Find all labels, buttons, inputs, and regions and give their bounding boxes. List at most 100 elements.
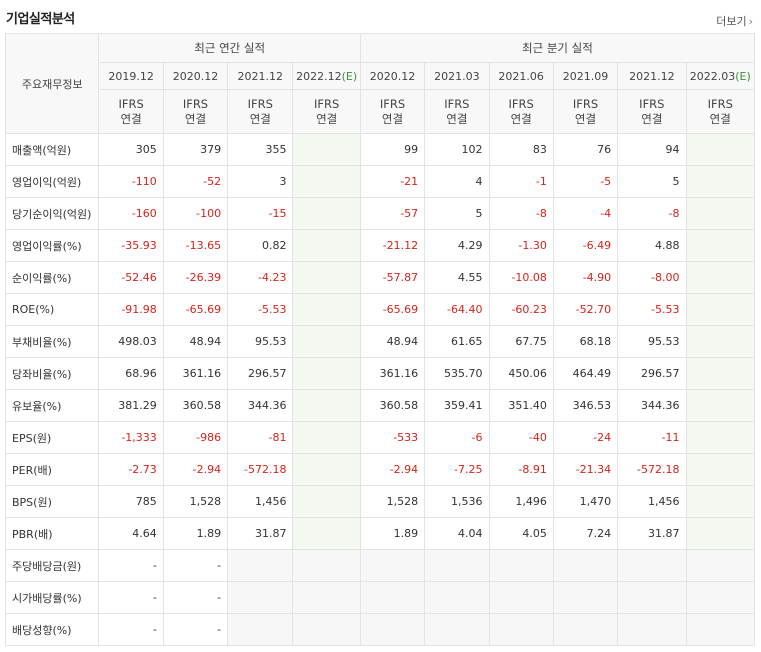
row-label: 배당성향(%)	[4, 613, 100, 646]
table-cell: -8	[488, 197, 554, 230]
table-cell	[292, 165, 361, 198]
row-label: PBR(배)	[4, 517, 100, 550]
table-cell: 5	[617, 165, 687, 198]
table-cell: -40	[488, 421, 554, 454]
consolidated-label: 연결	[446, 111, 468, 126]
ifrs-label: IFRS	[444, 96, 470, 111]
table-cell	[685, 389, 755, 422]
table-cell	[292, 261, 361, 294]
table-cell: -4.23	[227, 261, 294, 294]
ifrs-header: IFRS 연결	[359, 89, 426, 134]
ifrs-header-row: IFRS 연결 IFRS 연결 IFRS 연결 IFRS 연결 IFRS 연결 IFRS 연결 IFRS…	[6, 89, 755, 134]
table-cell	[292, 357, 361, 390]
table-cell: 1,528	[162, 485, 229, 518]
table-cell	[359, 581, 426, 614]
table-cell: -1.30	[488, 229, 554, 262]
table-cell: 360.58	[359, 389, 426, 422]
table-cell: -26.39	[162, 261, 229, 294]
table-cell: 355	[227, 133, 294, 166]
table-cell: -8.00	[617, 261, 687, 294]
row-label: EPS(원)	[4, 421, 100, 454]
table-cell: -13.65	[162, 229, 229, 262]
table-row: ROE(%) -91.98 -65.69 -5.53 -65.69 -64.40 -60.2…	[4, 293, 755, 326]
period-header: 2021.09	[552, 62, 619, 90]
table-body: 매출액(억원) 305 379 355 99 102 83 76 94 영업이익(억원) -110-…	[4, 133, 755, 646]
table-cell: 4.29	[424, 229, 490, 262]
table-cell: 1,496	[488, 485, 554, 518]
table-cell	[685, 421, 755, 454]
corner-label: 주요재무정보	[4, 33, 100, 134]
more-link[interactable]: 더보기 ›	[716, 13, 753, 29]
table-cell	[292, 485, 361, 518]
period-header: 2021.12	[227, 62, 294, 90]
row-label: 유보율(%)	[4, 389, 100, 422]
table-cell	[424, 581, 490, 614]
table-cell: -52.46	[98, 261, 164, 294]
period-label: 2021.12	[237, 69, 284, 83]
ifrs-label: IFRS	[508, 96, 534, 111]
table-row: EPS(원) -1,333 -986 -81 -533 -6 -40 -24 -11	[4, 421, 755, 454]
table-cell	[617, 549, 687, 582]
table-cell: -4	[552, 197, 619, 230]
table-cell: 68.18	[552, 325, 619, 358]
table-cell: 361.16	[162, 357, 229, 390]
chevron-right-icon: ›	[748, 14, 753, 28]
quarter-group-header: 최근 분기 실적	[359, 33, 756, 63]
table-cell	[292, 293, 361, 326]
period-header: 2020.12	[359, 62, 426, 90]
period-header-row: 2019.12 2020.12 2021.12 2022.12(E) 2020.12 20…	[6, 62, 755, 90]
table-cell: -572.18	[227, 453, 294, 486]
table-cell: -2.94	[162, 453, 229, 486]
estimate-mark: (E)	[341, 69, 358, 83]
table-cell: 95.53	[617, 325, 687, 358]
table-cell: -64.40	[424, 293, 490, 326]
table-cell: -110	[98, 165, 164, 198]
table-cell	[552, 549, 619, 582]
consolidated-label: 연결	[709, 111, 731, 126]
row-label: BPS(원)	[4, 485, 100, 518]
ifrs-header: IFRS 연결	[685, 89, 755, 134]
ifrs-label: IFRS	[247, 96, 273, 111]
table-cell: -7.25	[424, 453, 490, 486]
table-cell: 296.57	[227, 357, 294, 390]
table-cell	[227, 549, 294, 582]
ifrs-label: IFRS	[182, 96, 209, 111]
ifrs-header: IFRS 연결	[617, 89, 687, 134]
consolidated-label: 연결	[641, 111, 663, 126]
table-cell: -6	[424, 421, 490, 454]
table-cell	[552, 613, 619, 646]
table-cell: 381.29	[98, 389, 164, 422]
table-cell	[685, 325, 755, 358]
table-cell	[292, 613, 361, 646]
ifrs-header: IFRS 연결	[227, 89, 294, 134]
table-cell: 535.70	[424, 357, 490, 390]
ifrs-label: IFRS	[572, 96, 599, 111]
table-cell	[292, 549, 361, 582]
table-cell	[685, 549, 755, 582]
table-cell: -24	[552, 421, 619, 454]
table-row: 부채비율(%) 498.03 48.94 95.53 48.94 61.65 67.75 68…	[4, 325, 755, 358]
ifrs-label: IFRS	[639, 96, 665, 111]
table-cell: -6.49	[552, 229, 619, 262]
table-cell: 464.49	[552, 357, 619, 390]
table-cell: -21.34	[552, 453, 619, 486]
table-cell: 1,456	[227, 485, 294, 518]
table-cell: 450.06	[488, 357, 554, 390]
row-label: 당기순이익(억원)	[4, 197, 100, 230]
table-cell: -57.87	[359, 261, 426, 294]
table-cell: 48.94	[162, 325, 229, 358]
table-cell: 344.36	[227, 389, 294, 422]
table-cell	[617, 581, 687, 614]
table-cell: 346.53	[552, 389, 619, 422]
section-header: 기업실적분석 더보기 ›	[0, 0, 761, 36]
table-row: 영업이익률(%) -35.93 -13.65 0.82 -21.12 4.29 -1.30-…	[4, 229, 755, 262]
table-cell: -8	[617, 197, 687, 230]
table-cell	[424, 549, 490, 582]
estimate-mark: (E)	[735, 69, 751, 83]
table-cell: 76	[552, 133, 619, 166]
table-cell: -81	[227, 421, 294, 454]
table-cell: 5	[424, 197, 490, 230]
table-cell: -5.53	[227, 293, 294, 326]
table-cell: 0.82	[227, 229, 294, 262]
table-cell: 95.53	[227, 325, 294, 358]
